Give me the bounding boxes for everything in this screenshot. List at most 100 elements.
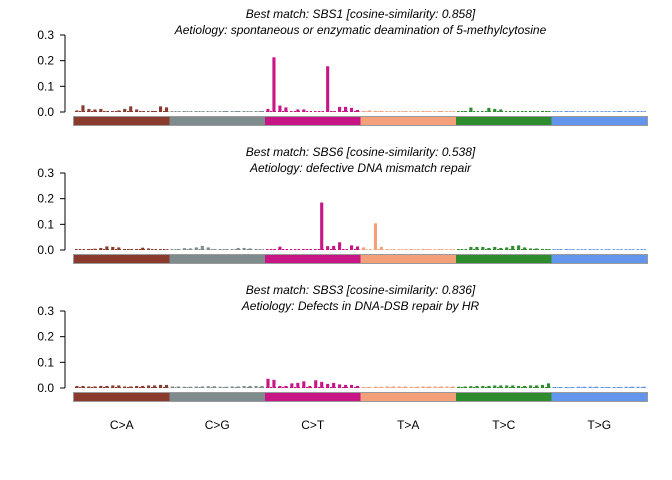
bar bbox=[75, 110, 79, 112]
bar bbox=[123, 386, 127, 388]
bar bbox=[415, 386, 419, 388]
bar bbox=[338, 242, 342, 250]
bar bbox=[552, 111, 557, 112]
bar bbox=[367, 110, 372, 112]
bar bbox=[320, 381, 324, 388]
bar bbox=[212, 249, 216, 250]
bar bbox=[272, 249, 276, 250]
y-tick-label: 0.1 bbox=[37, 355, 54, 369]
bar bbox=[332, 382, 336, 388]
bar bbox=[529, 385, 533, 388]
bar bbox=[170, 111, 175, 112]
bar bbox=[99, 108, 103, 112]
class-strip-T>C bbox=[456, 393, 552, 401]
bar bbox=[439, 386, 443, 388]
bar bbox=[564, 110, 568, 112]
bar bbox=[248, 385, 252, 388]
bar bbox=[487, 107, 491, 112]
bar bbox=[349, 384, 354, 388]
bar bbox=[600, 386, 604, 388]
bar bbox=[135, 109, 139, 112]
bar bbox=[75, 385, 79, 388]
bar bbox=[314, 380, 318, 388]
bar bbox=[141, 247, 145, 250]
bar bbox=[224, 386, 228, 388]
bar bbox=[344, 106, 348, 112]
panel-title-aetiology: Aetiology: spontaneous or enzymatic deam… bbox=[174, 23, 547, 37]
bar bbox=[397, 111, 401, 112]
bar bbox=[326, 383, 330, 388]
bar bbox=[523, 385, 527, 388]
bar bbox=[338, 384, 342, 388]
bar bbox=[188, 248, 192, 250]
bar bbox=[260, 249, 264, 250]
bar bbox=[373, 110, 377, 112]
y-tick-label: 0.2 bbox=[37, 192, 54, 206]
bar bbox=[355, 385, 360, 388]
bar bbox=[564, 248, 568, 250]
bar bbox=[284, 107, 288, 112]
class-strip-frame bbox=[73, 116, 648, 126]
bar bbox=[612, 249, 616, 250]
bar bbox=[415, 111, 419, 112]
bar bbox=[111, 385, 115, 388]
class-strip-T>G bbox=[551, 117, 647, 125]
bar bbox=[344, 249, 348, 250]
bar bbox=[457, 386, 461, 388]
bar bbox=[481, 385, 485, 388]
bar bbox=[224, 110, 228, 112]
bar bbox=[618, 110, 622, 112]
bar bbox=[493, 385, 497, 388]
bar bbox=[176, 248, 181, 250]
bar bbox=[212, 386, 216, 388]
bar bbox=[81, 105, 85, 112]
bar bbox=[296, 382, 300, 388]
bar bbox=[361, 247, 366, 250]
bar bbox=[582, 249, 586, 250]
bar bbox=[373, 386, 377, 388]
class-strip-T>A bbox=[360, 393, 456, 401]
y-tick-label: 0.0 bbox=[37, 105, 54, 119]
bar bbox=[433, 386, 437, 388]
bar bbox=[529, 111, 533, 112]
y-tick-label: 0.1 bbox=[37, 217, 54, 231]
bar bbox=[129, 386, 133, 388]
bar bbox=[493, 108, 497, 112]
bar bbox=[236, 110, 240, 112]
bar bbox=[570, 249, 574, 250]
y-tick-label: 0.2 bbox=[37, 54, 54, 68]
bar bbox=[636, 111, 640, 112]
bar bbox=[576, 249, 580, 250]
bar bbox=[642, 111, 646, 112]
bar bbox=[469, 107, 473, 112]
signature-panel-2: Best match: SBS6 [cosine-similarity: 0.5… bbox=[37, 145, 648, 264]
bar bbox=[141, 385, 145, 388]
bar bbox=[379, 386, 383, 388]
bar bbox=[278, 246, 282, 250]
bar bbox=[457, 249, 461, 250]
bar bbox=[475, 385, 479, 388]
bar bbox=[224, 249, 228, 250]
bar bbox=[439, 249, 443, 250]
bar bbox=[540, 384, 545, 388]
bar bbox=[111, 246, 115, 250]
bar bbox=[618, 249, 622, 250]
bar bbox=[230, 111, 234, 112]
bar bbox=[397, 386, 401, 388]
bar bbox=[570, 386, 574, 388]
bar bbox=[576, 111, 580, 112]
bar bbox=[511, 245, 515, 250]
bar bbox=[636, 386, 640, 388]
bar bbox=[523, 247, 527, 250]
bar bbox=[469, 386, 473, 388]
bar bbox=[475, 246, 479, 250]
bar bbox=[105, 246, 109, 250]
class-strip-T>G bbox=[551, 255, 647, 263]
bar bbox=[182, 248, 186, 250]
bar bbox=[511, 385, 515, 388]
panel-title-aetiology: Aetiology: defective DNA mismatch repair bbox=[249, 161, 472, 175]
bar bbox=[612, 111, 616, 112]
bar bbox=[355, 109, 360, 112]
bar bbox=[194, 111, 198, 112]
y-tick-label: 0.3 bbox=[37, 166, 54, 180]
